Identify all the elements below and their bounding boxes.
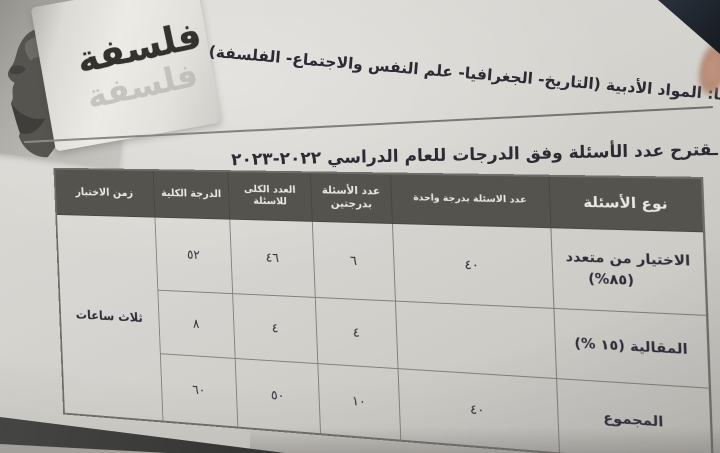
column-header-two-mark-count: عدد الأسئلة بدرجتين <box>310 172 393 224</box>
cell-mcq-one-mark: ٤٠ <box>392 223 555 309</box>
mcq-percent-text: (٨٥%) <box>587 271 635 290</box>
photo-corner-shadow <box>658 0 720 54</box>
subjects-heading: ـا: المواد الأدبية (التاريخ- الجغرافيا- … <box>208 42 720 104</box>
cell-exam-time: ثلاث ساعات <box>56 214 163 422</box>
cell-essay-label: المقالية (١٥ %) <box>554 308 710 389</box>
cell-mcq-two-marks: ٦ <box>312 221 396 302</box>
stamp-title: فلسفة <box>72 13 206 82</box>
column-header-one-mark-count: عدد الاسئلة بدرجة واحدة <box>390 173 552 228</box>
philosopher-head-image <box>0 0 138 169</box>
header-row: نوع الأسئلة عدد الاسئلة بدرجة واحدة عدد … <box>54 168 705 232</box>
cell-total-one-mark: ٤٠ <box>397 368 560 453</box>
cell-essay-total-grade: ٨ <box>157 290 236 359</box>
cell-total-label: المجموع <box>556 378 713 453</box>
cell-mcq-label: الاختيار من متعدد (٨٥%) <box>551 227 708 316</box>
cell-mcq-total-grade: ٥٢ <box>154 217 233 294</box>
cell-total-total-grade: ٦٠ <box>159 353 239 428</box>
desk-surface <box>0 444 168 453</box>
page-edge-shadow <box>0 417 285 453</box>
stamp-card <box>30 0 222 152</box>
column-header-question-type: نوع الأسئلة <box>549 175 705 232</box>
mcq-label-text: الاختيار من متعدد <box>565 249 691 270</box>
cell-mcq-total-questions: ٤٦ <box>230 219 316 298</box>
table-row-multiple-choice: الاختيار من متعدد (٨٥%) ٤٠ ٦ ٤٦ ٥٢ ثلاث … <box>56 214 708 422</box>
question-spec-table-wrapper: نوع الأسئلة عدد الاسئلة بدرجة واحدة عدد … <box>53 167 718 453</box>
cell-essay-two-marks: ٤ <box>315 297 398 369</box>
table-row-total: المجموع ٤٠ ١٠ ٥٠ ٦٠ <box>61 348 713 453</box>
column-header-total-questions: العدد الكلى للاسئلة <box>228 171 313 222</box>
pink-smudge <box>693 39 720 99</box>
column-header-total-grade: الدرجة الكلية <box>152 170 231 220</box>
stamp-ghost-text: فلسفة <box>83 54 202 117</box>
column-header-exam-time: زمن الاختبار <box>54 168 155 218</box>
cell-total-two-marks: ١٠ <box>317 363 401 441</box>
bottom-edge-shade <box>250 427 720 453</box>
proposal-heading: ـقترح عدد الأسئلة وفق الدرجات للعام الدر… <box>231 140 719 171</box>
cell-total-total-questions: ٥٠ <box>235 358 321 435</box>
table-row-essay: المقالية (١٥ %) ٤ ٤ ٨ <box>59 286 710 389</box>
cell-essay-one-mark <box>395 301 557 379</box>
head-profile-icon <box>7 26 83 158</box>
divider-rule <box>23 106 714 143</box>
question-spec-table: نوع الأسئلة عدد الاسئلة بدرجة واحدة عدد … <box>53 167 715 453</box>
cell-essay-total-questions: ٤ <box>232 293 318 364</box>
